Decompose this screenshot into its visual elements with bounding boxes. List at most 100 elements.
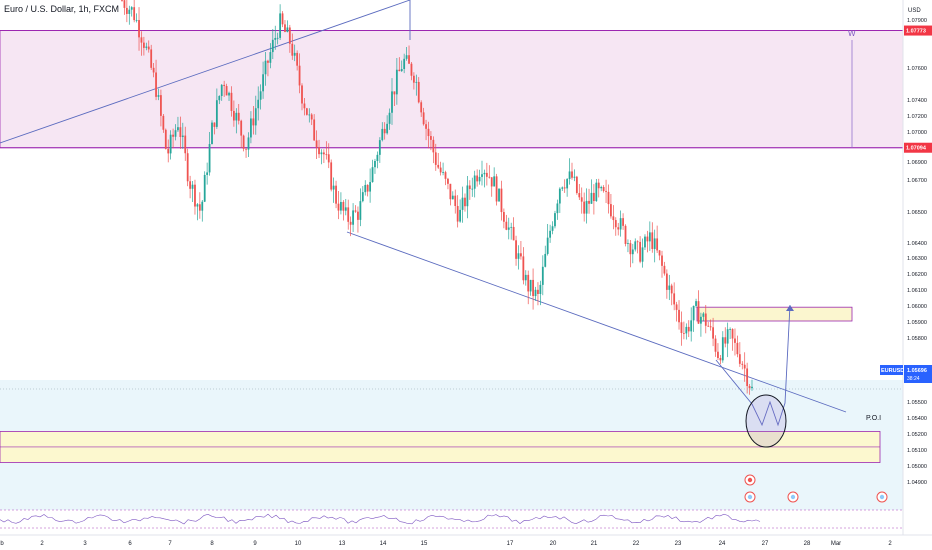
candle-body	[400, 69, 403, 72]
candle-body	[135, 20, 138, 21]
candle-body	[211, 122, 213, 145]
chart-title: Euro / U.S. Dollar, 1h, FXCM	[4, 4, 120, 14]
time-tick-label: 15	[421, 541, 428, 547]
candle-body	[308, 114, 311, 116]
candle-body	[610, 204, 612, 217]
candle-body	[624, 225, 627, 244]
candle-body	[481, 174, 483, 177]
time-axis-background	[0, 535, 932, 550]
candle-body	[291, 43, 294, 56]
candle-body	[361, 192, 364, 202]
candle-body	[687, 326, 690, 332]
price-tick-label: 1.05200	[907, 432, 927, 438]
candle-body	[196, 204, 199, 207]
lower-level-badge	[904, 142, 932, 153]
candle-body	[121, 0, 123, 1]
candle-body	[544, 253, 547, 267]
candle-body	[235, 112, 238, 121]
candle-body	[286, 27, 289, 32]
candle-body	[128, 9, 131, 14]
candle-body	[130, 7, 133, 10]
price-tick-label: 1.07200	[907, 114, 927, 120]
price-tick-label: 1.05900	[907, 320, 927, 326]
candle-body	[383, 128, 386, 134]
event-flag-dot	[879, 494, 885, 500]
time-tick-label: b	[0, 541, 4, 547]
oscillator-line	[0, 513, 761, 525]
price-tick-label: 1.05400	[907, 416, 927, 422]
candle-body	[386, 123, 389, 134]
candle-body	[412, 75, 415, 83]
candle-body	[498, 188, 500, 202]
candle-body	[242, 135, 245, 149]
time-tick-label: 9	[253, 541, 257, 547]
candle-body	[142, 42, 145, 48]
candle-body	[746, 368, 749, 387]
candle-body	[529, 279, 532, 292]
candle-body	[629, 243, 632, 255]
candle-body	[225, 86, 228, 96]
candle-body	[522, 256, 525, 281]
candle-body	[247, 137, 250, 150]
poi-ellipse	[745, 394, 787, 448]
candle-body	[179, 127, 182, 137]
candle-body	[335, 185, 337, 204]
candle-body	[524, 274, 527, 281]
candle-body	[160, 95, 162, 116]
candle-body	[751, 386, 753, 389]
lower-trendline	[346, 231, 847, 413]
candle-body	[271, 39, 274, 53]
candle-body	[340, 201, 342, 211]
candle-body	[537, 289, 539, 294]
symbol-text: EURUSD	[881, 368, 904, 374]
candle-body	[393, 91, 396, 95]
candle-body	[201, 201, 204, 211]
w-marker-label: W	[848, 29, 856, 38]
candle-body	[293, 52, 296, 56]
candle-body	[279, 13, 282, 38]
candle-body	[177, 127, 179, 131]
candle-body	[181, 135, 184, 137]
poi-label: P.O.I	[866, 415, 881, 422]
candle-body	[700, 316, 702, 324]
candle-body	[534, 289, 537, 297]
candle-body	[169, 134, 172, 154]
last-price-text: 1.05696	[907, 368, 927, 374]
candle-body	[369, 182, 372, 192]
candle-body	[284, 24, 286, 32]
candle-body	[259, 91, 262, 100]
candle-body	[410, 63, 413, 76]
candle-body	[551, 226, 554, 231]
time-tick-label: 23	[675, 541, 682, 547]
candle-body	[145, 46, 148, 48]
supply-zone	[0, 30, 904, 149]
candle-body	[471, 188, 474, 190]
candle-body	[228, 92, 230, 96]
candle-body	[724, 337, 727, 344]
candle-body	[617, 227, 620, 230]
candle-body	[349, 221, 352, 225]
upper-level-text: 1.07773	[906, 29, 926, 35]
candle-body	[663, 265, 666, 274]
event-flag-dot	[747, 494, 753, 500]
candle-body	[595, 182, 598, 202]
candle-body	[707, 325, 710, 327]
candle-body	[661, 255, 663, 266]
candle-body	[631, 249, 634, 255]
upper-level-badge	[904, 25, 932, 36]
candle-body	[554, 213, 556, 227]
candle-body	[425, 124, 427, 129]
candle-body	[546, 237, 549, 254]
candle-body	[651, 232, 654, 249]
candle-body	[668, 285, 671, 290]
candle-body	[262, 74, 264, 92]
candle-body	[366, 184, 369, 192]
time-tick-label: 6	[128, 541, 132, 547]
candle-body	[709, 326, 712, 328]
candle-body	[405, 55, 408, 59]
candle-body	[697, 301, 700, 324]
candle-body	[330, 162, 333, 190]
candle-body	[245, 148, 247, 150]
symbol-badge	[880, 365, 903, 375]
